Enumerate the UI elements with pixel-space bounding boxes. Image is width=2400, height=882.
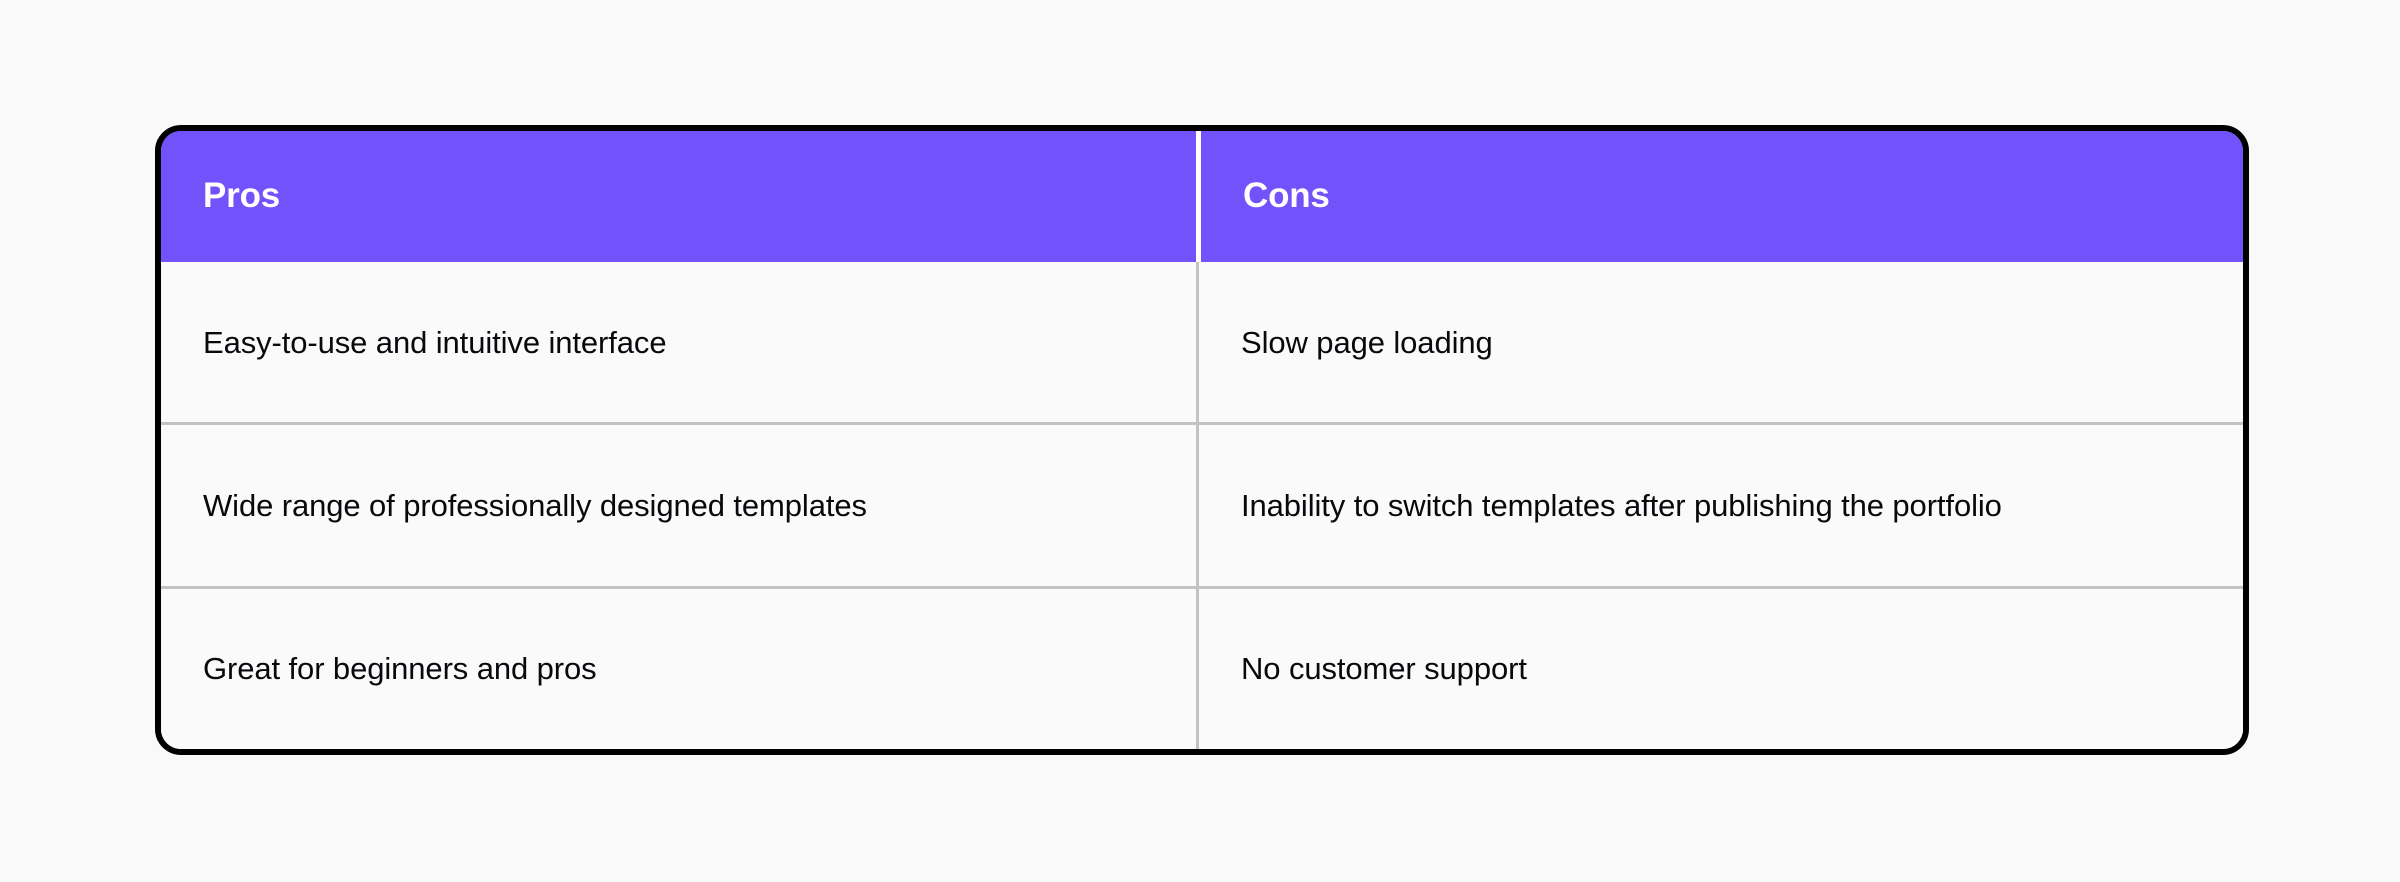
table-row: Great for beginners and pros No customer…: [161, 585, 2243, 749]
table-cell-cons-text: Inability to switch templates after publ…: [1241, 487, 2002, 523]
table-cell-pros: Wide range of professionally designed te…: [161, 425, 1196, 585]
column-header-pros-label: Pros: [203, 176, 281, 216]
column-header-pros: Pros: [161, 131, 1196, 262]
table-cell-pros-text: Great for beginners and pros: [203, 651, 597, 687]
column-header-cons-label: Cons: [1243, 176, 1330, 216]
table-cell-cons: No customer support: [1196, 588, 2243, 749]
table-row: Wide range of professionally designed te…: [161, 422, 2243, 586]
pros-cons-table: Pros Cons Easy-to-use and intuitive inte…: [161, 131, 2243, 749]
table-cell-cons: Slow page loading: [1196, 262, 2243, 423]
table-cell-cons: Inability to switch templates after publ…: [1196, 425, 2243, 586]
table-cell-pros-text: Easy-to-use and intuitive interface: [203, 324, 667, 360]
pros-cons-table-card: Pros Cons Easy-to-use and intuitive inte…: [155, 125, 2249, 755]
table-body: Easy-to-use and intuitive interface Slow…: [161, 262, 2243, 749]
table-cell-pros-text: Wide range of professionally designed te…: [203, 487, 867, 523]
table-cell-cons-text: Slow page loading: [1241, 324, 1493, 360]
table-cell-cons-text: No customer support: [1241, 651, 1527, 687]
table-row: Easy-to-use and intuitive interface Slow…: [161, 262, 2243, 423]
table-header-row: Pros Cons: [161, 131, 2243, 262]
table-cell-pros: Great for beginners and pros: [161, 589, 1196, 749]
column-header-cons: Cons: [1196, 131, 2243, 262]
table-cell-pros: Easy-to-use and intuitive interface: [161, 262, 1196, 422]
